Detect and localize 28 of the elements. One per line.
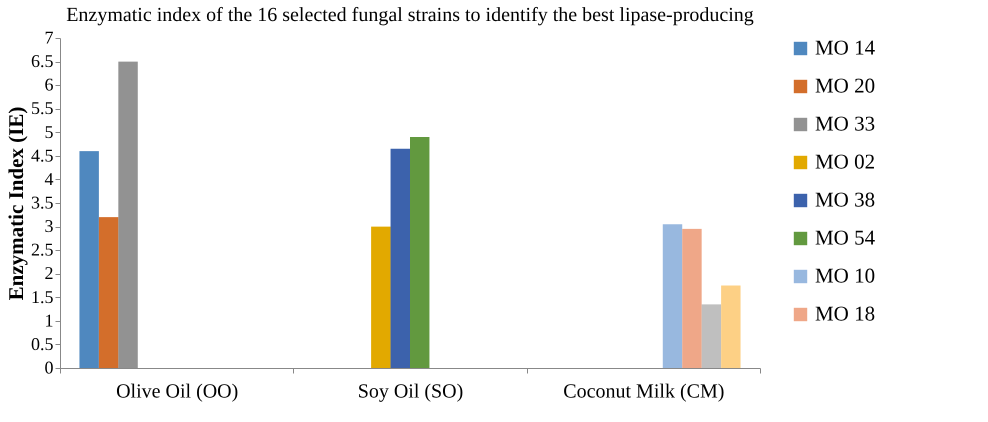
y-tick-label: 4 (44, 168, 54, 189)
legend-label: MO 02 (815, 150, 876, 174)
y-tick-label: 0.5 (31, 334, 54, 354)
legend-label: MO 10 (815, 264, 876, 288)
legend-label: MO 54 (815, 226, 876, 250)
legend-label: MO 18 (815, 302, 876, 326)
legend-label: MO 33 (815, 112, 876, 136)
legend-label: MO 14 (815, 36, 876, 60)
legend-label: MO 20 (815, 74, 876, 98)
y-tick-label: 6 (44, 74, 54, 95)
legend-label: MO 38 (815, 188, 876, 212)
y-tick-label: 2 (44, 263, 54, 284)
y-tick-label: 3.5 (31, 192, 54, 212)
y-tick-label: 0 (44, 358, 54, 378)
x-tick-label: Soy Oil (SO) (358, 380, 464, 402)
y-tick-label: 5.5 (31, 98, 54, 118)
x-tick-label: Coconut Milk (CM) (563, 380, 724, 402)
chart-title: Enzymatic index of the 16 selected fungal strains to identify the best lipase-producing (66, 4, 754, 26)
y-tick-label: 2.5 (31, 240, 54, 260)
y-tick-label: 6.5 (31, 51, 54, 72)
y-tick-label: 4.5 (31, 145, 54, 166)
x-tick-label: Olive Oil (OO) (116, 380, 238, 402)
y-tick-label: 1 (44, 310, 54, 330)
y-tick-label: 5 (44, 122, 54, 142)
y-axis-title: Enzymatic Index (IE) (4, 106, 28, 300)
y-tick-label: 3 (44, 216, 54, 236)
y-tick-label: 7 (44, 28, 54, 48)
y-tick-label: 1.5 (31, 286, 54, 307)
